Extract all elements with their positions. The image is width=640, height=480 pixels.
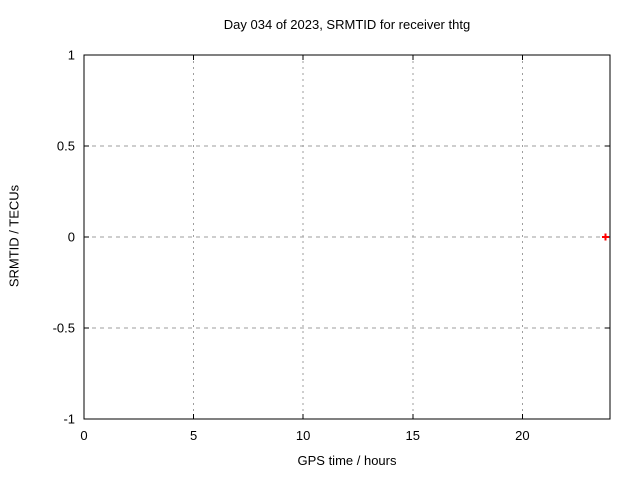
x-tick-label: 10 bbox=[296, 428, 310, 443]
chart-title: Day 034 of 2023, SRMTID for receiver tht… bbox=[223, 17, 471, 32]
x-tick-label: 15 bbox=[406, 428, 420, 443]
y-tick-label: -0.5 bbox=[53, 321, 75, 336]
y-tick-label: 0 bbox=[68, 230, 75, 245]
y-tick-label: 0.5 bbox=[57, 139, 75, 154]
y-tick-label: 1 bbox=[68, 48, 75, 63]
x-tick-label: 5 bbox=[190, 428, 197, 443]
x-tick-label: 20 bbox=[515, 428, 529, 443]
x-tick-label: 0 bbox=[80, 428, 87, 443]
y-tick-label: -1 bbox=[63, 412, 75, 427]
x-axis-label: GPS time / hours bbox=[297, 453, 397, 468]
plot-border bbox=[83, 54, 611, 420]
